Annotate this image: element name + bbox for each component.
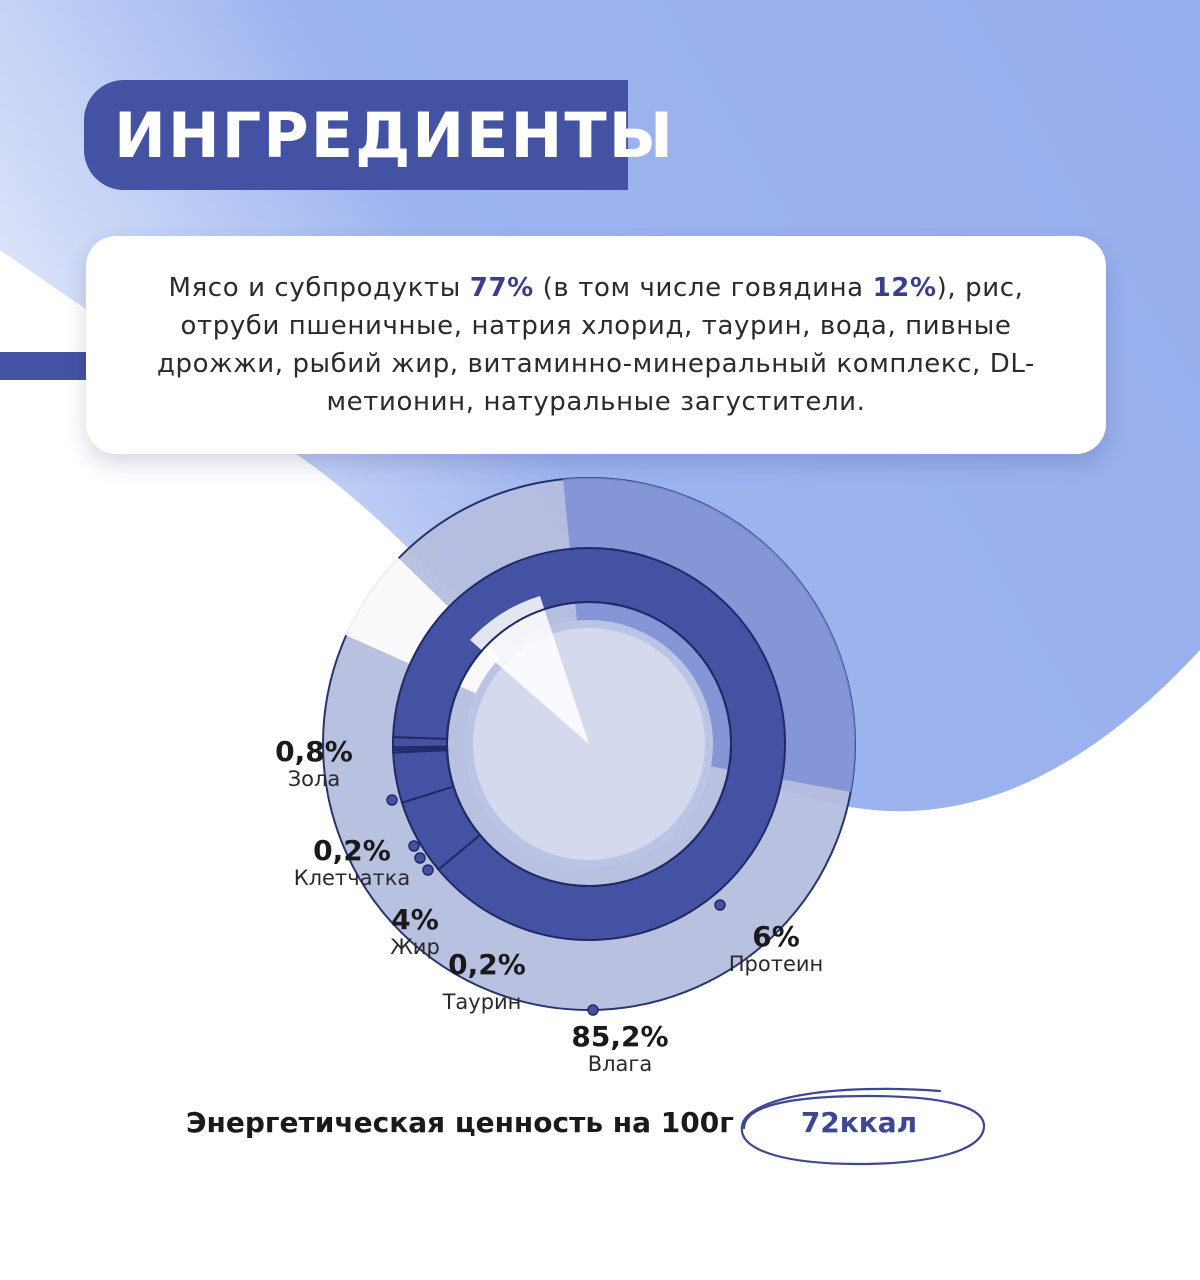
label-fiber: 0,2% Клетчатка [278, 834, 426, 891]
label-taurine-value: 0,2% [448, 948, 526, 981]
navy-stripe [0, 352, 96, 380]
label-protein: 6% Протеин [716, 920, 836, 977]
label-taurine-name: Таурин [442, 990, 522, 1014]
energy-value: 72ккал [800, 1106, 918, 1139]
meat-percentage: 77% [469, 273, 534, 303]
dot-fiber [408, 840, 420, 852]
dot-moisture [587, 1004, 599, 1016]
inner-outline [446, 601, 732, 887]
beef-percentage: 12% [872, 273, 937, 303]
label-moisture: 85,2% Влага [570, 1020, 670, 1077]
label-fat-value: 4% [391, 903, 439, 936]
label-taurine-value-wrap: 0,2% [446, 950, 528, 980]
energy-value-badge: 72ккал [728, 1078, 990, 1172]
label-fiber-value: 0,2% [313, 834, 391, 867]
label-dots [386, 794, 726, 1016]
label-moisture-value: 85,2% [571, 1020, 669, 1053]
label-moisture-name: Влага [587, 1052, 653, 1076]
title-banner: ИНГРЕДИЕНТЫ [84, 80, 673, 190]
label-ash-value: 0,8% [275, 735, 353, 768]
dot-fat [422, 864, 434, 876]
label-taurine-name-wrap: Таурин [432, 990, 532, 1014]
page-title: ИНГРЕДИЕНТЫ [114, 98, 675, 172]
label-ash-name: Зола [287, 767, 341, 791]
dot-protein [714, 899, 726, 911]
ingredients-text: Мясо и субпродукты 77% (в том числе говя… [136, 269, 1056, 421]
label-fat-name: Жир [390, 935, 440, 959]
label-fat: 4% Жир [374, 903, 456, 960]
label-ash: 0,8% Зола [262, 735, 366, 792]
label-protein-value: 6% [752, 920, 800, 953]
dot-ash [386, 794, 398, 806]
ingredients-text-part2: (в том числе говядина [533, 273, 873, 303]
ingredients-card: Мясо и субпродукты 77% (в том числе говя… [86, 236, 1106, 454]
energy-label: Энергетическая ценность на 100г [186, 1106, 734, 1139]
label-fiber-name: Клетчатка [293, 866, 411, 890]
inner-disc-ring [465, 620, 713, 868]
label-protein-name: Протеин [728, 952, 824, 976]
ingredients-text-part3: ), рис, отруби пшеничные, натрия хлорид,… [156, 273, 1035, 417]
hand-drawn-ellipse [740, 1087, 986, 1166]
ingredients-text-part1: Мясо и субпродукты [168, 273, 470, 303]
slice-ash [392, 736, 449, 749]
dot-fiber-2 [414, 852, 426, 864]
